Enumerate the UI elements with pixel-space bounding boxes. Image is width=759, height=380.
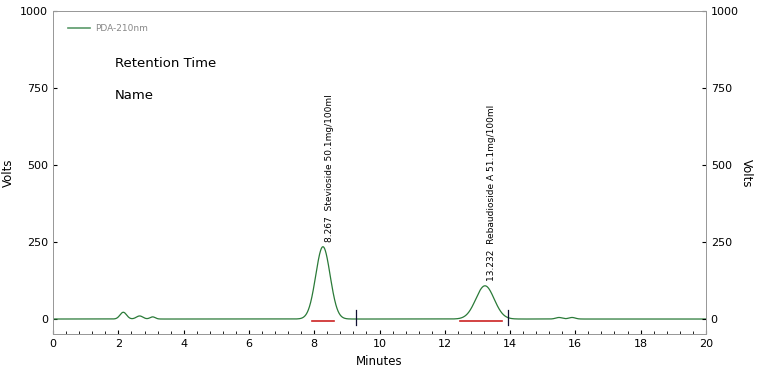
Text: Name: Name	[115, 89, 154, 102]
Y-axis label: Volts: Volts	[739, 159, 753, 187]
Y-axis label: Volts: Volts	[2, 159, 14, 187]
Legend: PDA-210nm: PDA-210nm	[65, 21, 151, 37]
Text: 13.232  Rebaudioside A 51.1mg/100ml: 13.232 Rebaudioside A 51.1mg/100ml	[487, 105, 496, 281]
Text: 8.267  Stevioside 50.1mg/100ml: 8.267 Stevioside 50.1mg/100ml	[325, 94, 333, 242]
Text: Retention Time: Retention Time	[115, 57, 216, 70]
X-axis label: Minutes: Minutes	[356, 355, 403, 368]
